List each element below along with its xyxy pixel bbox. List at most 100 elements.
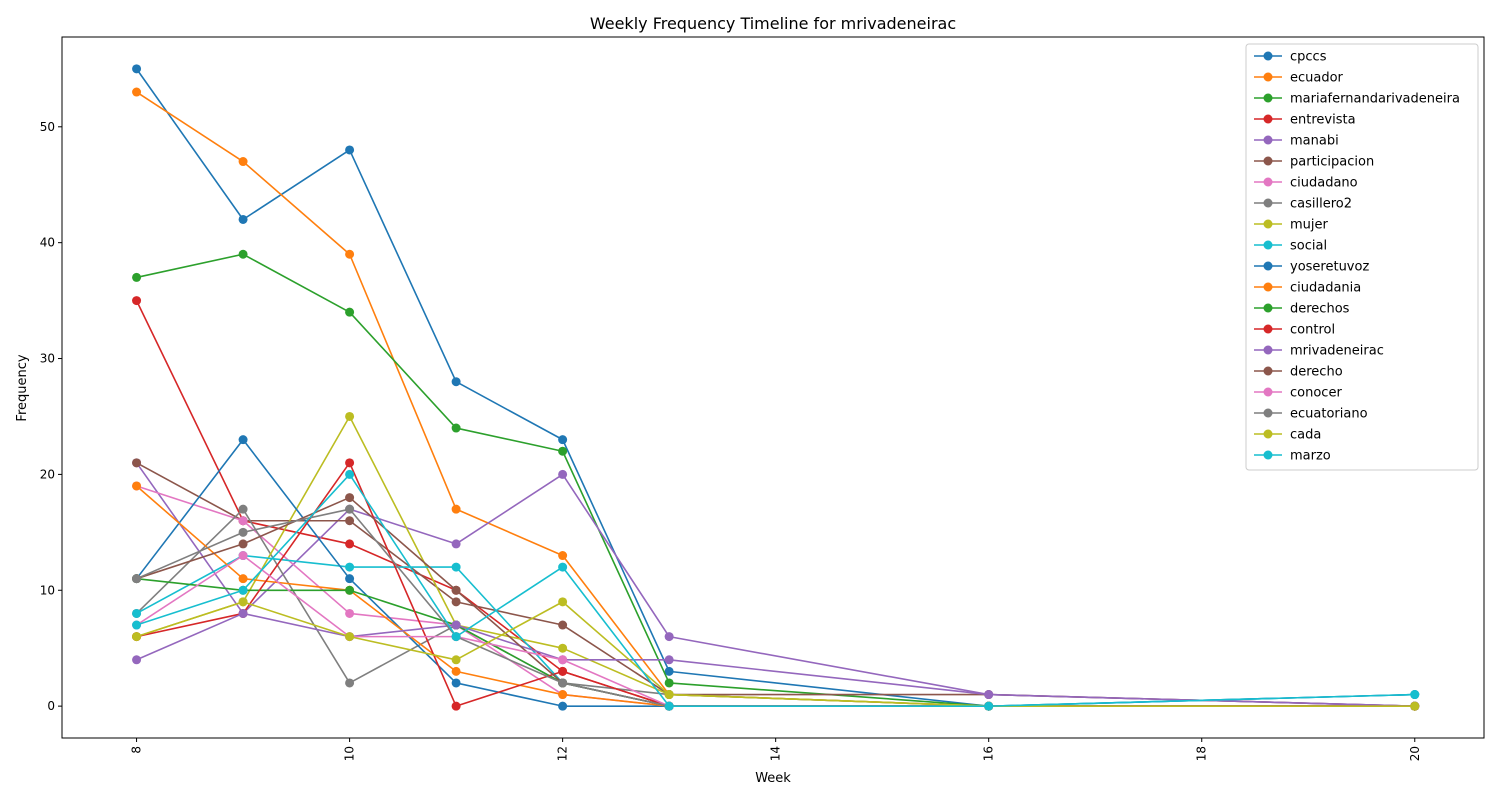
data-point-marzo (984, 701, 994, 711)
data-point-entrevista (345, 539, 355, 549)
legend-label-cpccs: cpccs (1290, 50, 1327, 65)
data-point-cpccs (345, 145, 355, 155)
data-point-mariafernandarivadeneira (451, 423, 461, 433)
data-point-cada (451, 655, 461, 665)
data-point-marzo (664, 701, 674, 711)
legend-label-marzo: marzo (1290, 449, 1331, 464)
series-line-participacion (136, 462, 1415, 707)
legend-label-casillero2: casillero2 (1290, 197, 1352, 212)
data-point-derecho (238, 539, 248, 549)
data-point-ciudadania (132, 481, 142, 491)
data-point-cada (345, 632, 355, 642)
y-tick-label: 20 (40, 467, 55, 481)
y-tick-label: 50 (40, 120, 55, 134)
data-point-cpccs (451, 377, 461, 387)
legend-label-ecuatoriano: ecuatoriano (1290, 407, 1368, 422)
legend-marker-entrevista (1263, 114, 1273, 124)
legend-marker-yoseretuvoz (1263, 261, 1273, 271)
data-point-control (451, 701, 461, 711)
data-point-derecho (451, 585, 461, 595)
data-point-mujer (345, 411, 355, 421)
data-point-mujer (558, 643, 568, 653)
data-point-ecuador (238, 157, 248, 167)
legend-label-cada: cada (1290, 428, 1321, 443)
data-point-social (451, 562, 461, 572)
data-point-casillero2 (345, 678, 355, 688)
data-point-ecuatoriano (345, 504, 355, 514)
data-point-marzo (1410, 690, 1420, 700)
legend-label-derecho: derecho (1290, 365, 1343, 380)
legend-marker-cada (1263, 429, 1273, 439)
data-point-marzo (238, 585, 248, 595)
data-point-social (345, 562, 355, 572)
x-tick-label: 20 (1408, 746, 1422, 761)
data-point-marzo (558, 562, 568, 572)
legend-marker-manabi (1263, 135, 1273, 145)
data-point-derechos (345, 585, 355, 595)
data-point-ecuador (345, 249, 355, 259)
data-point-participacion (132, 458, 142, 468)
data-point-entrevista (132, 296, 142, 306)
x-tick-label: 16 (982, 746, 996, 761)
legend-box (1245, 43, 1479, 471)
data-point-marzo (132, 620, 142, 630)
legend-marker-social (1263, 240, 1273, 250)
legend: cpccs ecuador mariafernandarivadeneira entr… (1245, 43, 1479, 471)
legend-label-ecuador: ecuador (1290, 71, 1344, 86)
data-point-cada (132, 632, 142, 642)
data-point-participacion (451, 597, 461, 607)
legend-label-yoseretuvoz: yoseretuvoz (1290, 260, 1369, 275)
data-point-ciudadano (345, 608, 355, 618)
data-point-cpccs (664, 666, 674, 676)
data-point-participacion (345, 516, 355, 526)
data-point-conocer (558, 655, 568, 665)
data-point-yoseretuvoz (451, 678, 461, 688)
x-tick-label: 8 (130, 746, 144, 754)
data-point-mariafernandarivadeneira (238, 249, 248, 259)
legend-label-mrivadeneirac: mrivadeneirac (1290, 344, 1384, 359)
series-line-cpccs (135, 68, 1415, 707)
legend-marker-control (1263, 324, 1273, 334)
data-point-mrivadeneirac (664, 655, 674, 665)
data-point-manabi (558, 469, 568, 479)
data-point-cpccs (558, 435, 568, 445)
data-point-cpccs (132, 64, 142, 74)
data-point-cpccs (238, 214, 248, 224)
data-point-manabi (664, 632, 674, 642)
data-point-ecuatoriano (238, 527, 248, 537)
data-point-mariafernandarivadeneira (664, 678, 674, 688)
legend-label-manabi: manabi (1290, 134, 1339, 149)
plot-area (132, 64, 1420, 711)
y-tick-label: 30 (40, 352, 55, 366)
legend-marker-casillero2 (1263, 198, 1273, 208)
data-point-mrivadeneirac (132, 655, 142, 665)
legend-label-participacion: participacion (1290, 155, 1374, 170)
data-point-derecho (345, 493, 355, 503)
series-line-mariafernandarivadeneira (136, 253, 1415, 707)
x-tick-label: 10 (343, 746, 357, 761)
axes-frame (61, 36, 1485, 739)
series-line-marzo (136, 473, 1415, 707)
data-point-ciudadania (558, 690, 568, 700)
data-point-cada (664, 690, 674, 700)
legend-label-mariafernandarivadeneira: mariafernandarivadeneira (1290, 92, 1460, 107)
legend-marker-mrivadeneirac (1263, 345, 1273, 355)
legend-marker-conocer (1263, 387, 1273, 397)
legend-marker-participacion (1263, 156, 1273, 166)
legend-label-conocer: conocer (1290, 386, 1342, 401)
data-point-participacion (558, 620, 568, 630)
data-point-marzo (345, 469, 355, 479)
data-point-yoseretuvoz (238, 435, 248, 445)
data-point-control (558, 666, 568, 676)
y-tick-label: 10 (40, 583, 55, 597)
data-point-ecuador (132, 87, 142, 97)
data-point-social (132, 608, 142, 618)
data-point-mrivadeneirac (451, 620, 461, 630)
x-tick-label: 12 (556, 746, 570, 761)
data-point-ecuador (451, 504, 461, 514)
data-point-ecuatoriano (132, 574, 142, 584)
data-point-manabi (451, 539, 461, 549)
legend-marker-cpccs (1263, 51, 1273, 61)
data-point-control (345, 458, 355, 468)
